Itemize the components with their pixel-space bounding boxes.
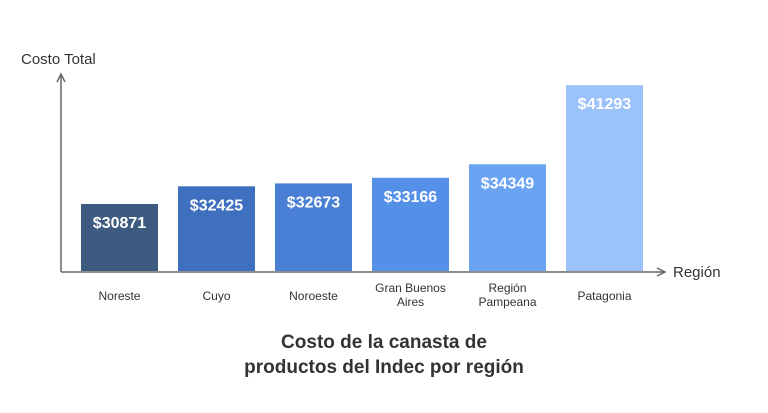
- bar-5: [566, 85, 643, 271]
- x-tick-label-3-0: Gran Buenos: [375, 281, 446, 295]
- chart-title-line-2: productos del Indec por región: [244, 357, 524, 378]
- bar-value-labels: $30871 $32425 $32673 $33166 $34349 $41293: [93, 96, 631, 232]
- y-axis-label: Costo Total: [21, 51, 96, 68]
- x-axis-label: Región: [673, 264, 721, 281]
- bar-1: [178, 186, 255, 271]
- bar-value-label-2: $32673: [287, 194, 340, 211]
- x-tick-label-0-0: Noreste: [98, 289, 140, 303]
- chart-title: Costo de la canasta de productos del Ind…: [0, 330, 768, 380]
- x-tick-label-4-1: Pampeana: [478, 295, 536, 309]
- bars: [81, 85, 643, 271]
- y-axis-arrow-icon: [56, 72, 66, 83]
- bar-value-label-0: $30871: [93, 215, 146, 232]
- chart-title-line-1: Costo de la canasta de: [281, 332, 487, 353]
- x-tick-label-3-1: Aires: [397, 295, 424, 309]
- bar-4: [469, 164, 546, 271]
- x-tick-label-2-0: Noroeste: [289, 289, 338, 303]
- bar-2: [275, 183, 352, 271]
- x-tick-label-1-0: Cuyo: [202, 289, 230, 303]
- x-tick-label-4-0: Región: [488, 281, 526, 295]
- x-tick-label-5-0: Patagonia: [577, 289, 631, 303]
- axes: Costo Total Región: [21, 51, 721, 281]
- bar-0: [81, 204, 158, 271]
- bar-3: [372, 177, 449, 271]
- bar-value-label-4: $34349: [481, 175, 534, 192]
- x-axis-arrow-icon: [656, 267, 667, 277]
- bar-value-label-1: $32425: [190, 197, 243, 214]
- bar-value-label-5: $41293: [578, 96, 631, 113]
- bar-value-label-3: $33166: [384, 189, 437, 206]
